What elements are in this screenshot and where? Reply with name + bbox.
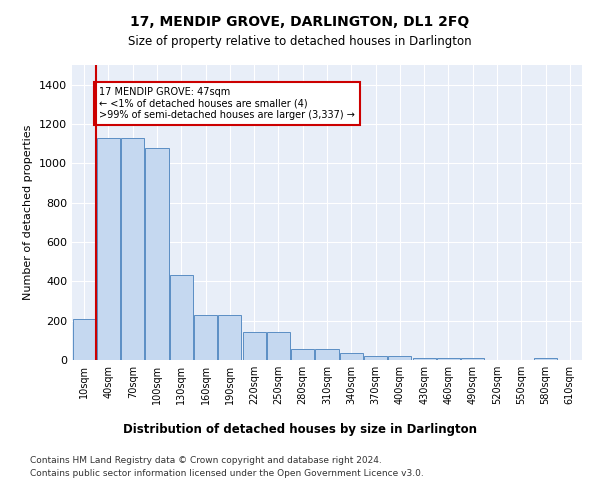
Text: 17, MENDIP GROVE, DARLINGTON, DL1 2FQ: 17, MENDIP GROVE, DARLINGTON, DL1 2FQ (130, 15, 470, 29)
Bar (194, 315, 217, 360)
Bar (145, 148, 169, 360)
Bar (291, 349, 314, 360)
Text: Contains HM Land Registry data © Crown copyright and database right 2024.: Contains HM Land Registry data © Crown c… (30, 456, 382, 465)
Bar (413, 358, 436, 360)
Bar (461, 358, 484, 360)
Bar (121, 138, 144, 360)
Bar (534, 358, 557, 360)
Y-axis label: Number of detached properties: Number of detached properties (23, 125, 34, 300)
Bar (437, 358, 460, 360)
Text: Size of property relative to detached houses in Darlington: Size of property relative to detached ho… (128, 35, 472, 48)
Bar (97, 138, 120, 360)
Text: 17 MENDIP GROVE: 47sqm
← <1% of detached houses are smaller (4)
>99% of semi-det: 17 MENDIP GROVE: 47sqm ← <1% of detached… (99, 86, 355, 120)
Bar (340, 353, 363, 360)
Bar (218, 315, 241, 360)
Bar (267, 332, 290, 360)
Bar (364, 356, 387, 360)
Bar (388, 356, 412, 360)
Bar (316, 349, 338, 360)
Bar (170, 276, 193, 360)
Bar (73, 318, 95, 360)
Bar (242, 332, 266, 360)
Text: Distribution of detached houses by size in Darlington: Distribution of detached houses by size … (123, 422, 477, 436)
Text: Contains public sector information licensed under the Open Government Licence v3: Contains public sector information licen… (30, 468, 424, 477)
